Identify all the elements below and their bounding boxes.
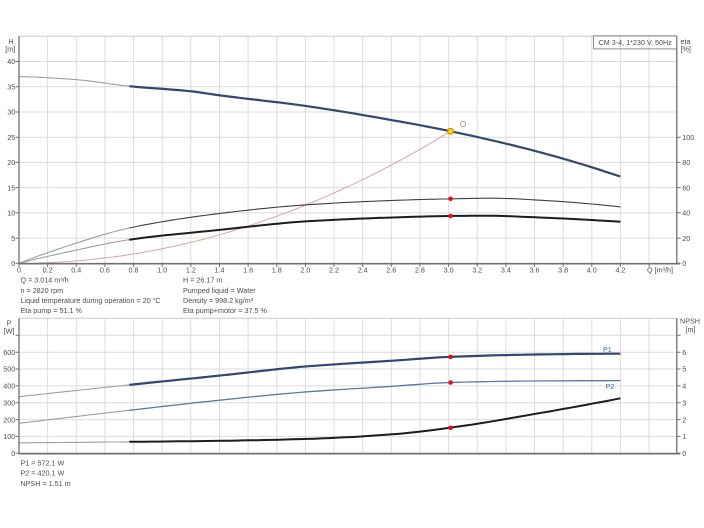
svg-text:P: P (7, 318, 12, 327)
svg-text:1.4: 1.4 (215, 266, 225, 275)
svg-text:[W]: [W] (4, 326, 15, 335)
svg-text:40: 40 (682, 209, 690, 218)
svg-text:3.2: 3.2 (472, 266, 482, 275)
svg-text:2.0: 2.0 (300, 266, 310, 275)
svg-text:4.2: 4.2 (615, 266, 625, 275)
svg-text:0.8: 0.8 (129, 266, 139, 275)
svg-text:20: 20 (682, 234, 690, 243)
svg-text:5: 5 (682, 365, 686, 374)
svg-text:5: 5 (11, 234, 15, 243)
svg-text:2.6: 2.6 (386, 266, 396, 275)
svg-text:0: 0 (17, 266, 21, 275)
svg-text:1.2: 1.2 (186, 266, 196, 275)
svg-text:3.0: 3.0 (444, 266, 454, 275)
svg-text:1.6: 1.6 (243, 266, 253, 275)
svg-text:0.4: 0.4 (71, 266, 81, 275)
svg-text:Liquid temperature during oper: Liquid temperature during operation = 20… (21, 296, 161, 305)
svg-text:300: 300 (3, 398, 15, 407)
svg-text:2: 2 (682, 415, 686, 424)
svg-text:CM 3-4, 1*230 V, 50Hz: CM 3-4, 1*230 V, 50Hz (599, 38, 673, 47)
svg-text:2.8: 2.8 (415, 266, 425, 275)
svg-text:P1 = 572.1 W: P1 = 572.1 W (21, 458, 65, 467)
svg-text:0: 0 (682, 259, 686, 268)
svg-text:Q = 3.014 m³/h: Q = 3.014 m³/h (21, 276, 69, 285)
svg-text:30: 30 (7, 108, 15, 117)
svg-text:80: 80 (682, 158, 690, 167)
svg-text:P1: P1 (603, 345, 612, 354)
svg-text:10: 10 (7, 209, 15, 218)
svg-text:2.2: 2.2 (329, 266, 339, 275)
svg-text:4: 4 (682, 382, 686, 391)
svg-text:[m]: [m] (686, 325, 696, 334)
svg-text:2.4: 2.4 (358, 266, 368, 275)
svg-text:400: 400 (3, 382, 15, 391)
svg-text:3: 3 (682, 398, 686, 407)
svg-text:Density = 998.2 kg/m³: Density = 998.2 kg/m³ (183, 296, 254, 305)
svg-text:P2: P2 (606, 382, 615, 391)
svg-text:1: 1 (682, 432, 686, 441)
svg-text:40: 40 (7, 57, 15, 66)
svg-text:3.8: 3.8 (558, 266, 568, 275)
svg-text:20: 20 (7, 158, 15, 167)
svg-text:Eta pump = 51.1 %: Eta pump = 51.1 % (21, 306, 83, 315)
svg-text:[m]: [m] (5, 44, 15, 53)
svg-text:eta: eta (681, 37, 691, 46)
svg-text:0: 0 (11, 449, 15, 458)
svg-text:[%]: [%] (681, 44, 691, 53)
svg-text:3.4: 3.4 (501, 266, 511, 275)
svg-text:100: 100 (3, 432, 15, 441)
svg-text:600: 600 (3, 348, 15, 357)
svg-text:P2 = 420.1 W: P2 = 420.1 W (21, 469, 65, 478)
svg-text:1.8: 1.8 (272, 266, 282, 275)
svg-text:35: 35 (7, 82, 15, 91)
svg-text:15: 15 (7, 183, 15, 192)
svg-text:0: 0 (11, 259, 15, 268)
svg-text:NPSH: NPSH (680, 317, 700, 326)
svg-text:6: 6 (682, 348, 686, 357)
svg-text:0: 0 (682, 449, 686, 458)
svg-text:0.2: 0.2 (43, 266, 53, 275)
svg-text:4.0: 4.0 (587, 266, 597, 275)
svg-text:n = 2820 rpm: n = 2820 rpm (21, 286, 64, 295)
svg-text:25: 25 (7, 133, 15, 142)
svg-text:60: 60 (682, 183, 690, 192)
svg-text:H: H (8, 37, 13, 46)
svg-text:H = 26.17 m: H = 26.17 m (183, 276, 222, 285)
svg-text:Q [m³/h]: Q [m³/h] (647, 266, 673, 275)
svg-text:0.6: 0.6 (100, 266, 110, 275)
svg-text:500: 500 (3, 365, 15, 374)
svg-text:NPSH = 1.51 m: NPSH = 1.51 m (21, 479, 71, 488)
svg-text:1.0: 1.0 (157, 266, 167, 275)
svg-text:Pumped liquid = Water: Pumped liquid = Water (183, 286, 256, 295)
svg-text:3.6: 3.6 (530, 266, 540, 275)
svg-text:100: 100 (682, 133, 694, 142)
svg-text:Eta pump+motor = 37.5 %: Eta pump+motor = 37.5 % (183, 306, 268, 315)
svg-text:200: 200 (3, 415, 15, 424)
